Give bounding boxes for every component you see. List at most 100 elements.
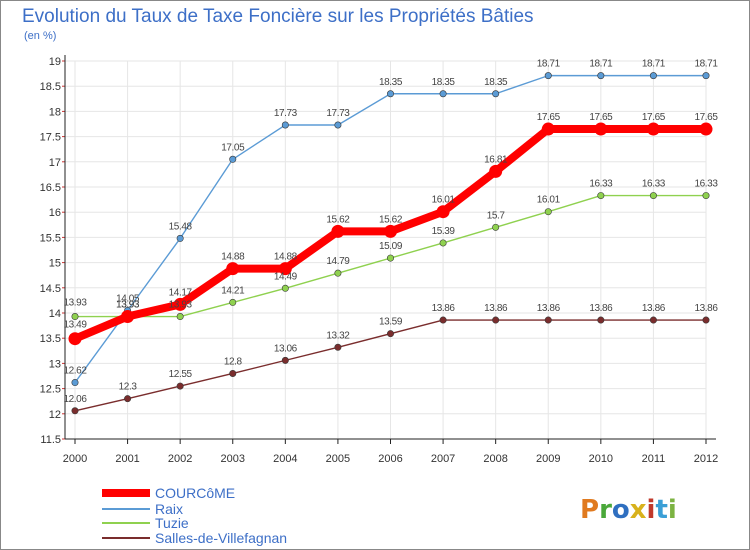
data-label: 17.73: [326, 108, 350, 119]
data-point: [176, 234, 184, 242]
data-point: [226, 262, 240, 276]
y-tick-label: 12.5: [40, 384, 61, 396]
y-tick-label: 12: [49, 409, 61, 421]
data-point: [384, 224, 397, 238]
legend-label: Raix: [155, 501, 183, 517]
data-label: 17.65: [589, 112, 613, 123]
x-tick-label: 2010: [589, 453, 613, 465]
data-label: 17.65: [694, 112, 718, 123]
data-label: 15.09: [379, 241, 403, 252]
data-label: 14.17: [169, 287, 193, 298]
data-label: 16.33: [589, 179, 613, 190]
data-label: 12.3: [119, 382, 138, 393]
data-point: [702, 72, 710, 80]
data-point: [386, 254, 394, 262]
chart-unit-label: (en %): [24, 30, 56, 42]
data-point: [229, 155, 237, 163]
y-tick-label: 19: [49, 56, 61, 68]
series-1: [71, 72, 710, 387]
legend-label: Salles-de-Villefagnan: [155, 530, 287, 546]
data-point: [439, 90, 447, 98]
brand-letter: r: [599, 495, 612, 525]
data-point: [646, 122, 660, 136]
series-3: [71, 316, 710, 415]
brand-logo: Proxiti: [580, 495, 677, 525]
brand-letter: o: [612, 495, 630, 525]
data-point: [492, 316, 500, 324]
data-label: 15.62: [379, 214, 403, 225]
y-tick-label: 14.5: [40, 283, 61, 295]
data-point: [173, 297, 187, 311]
data-label: 13.49: [63, 320, 87, 331]
data-label: 12.8: [224, 356, 243, 367]
data-point: [649, 192, 657, 200]
data-label: 18.71: [537, 59, 561, 70]
data-point: [544, 72, 552, 80]
data-label: 18.35: [379, 77, 403, 88]
data-label: 13.93: [116, 300, 140, 311]
data-label: 16.01: [537, 195, 561, 206]
data-point: [544, 316, 552, 324]
x-tick-label: 2008: [483, 453, 507, 465]
series-layer: [68, 72, 713, 415]
data-label: 13.93: [169, 300, 193, 311]
data-point: [334, 269, 342, 277]
data-label: 13.86: [589, 303, 613, 314]
data-point: [386, 90, 394, 98]
x-tick-label: 2006: [378, 453, 402, 465]
data-point: [71, 313, 79, 321]
data-label: 16.01: [432, 195, 456, 206]
data-label: 13.86: [432, 303, 456, 314]
data-point: [439, 239, 447, 247]
data-point: [176, 382, 184, 390]
data-label: 17.65: [642, 112, 666, 123]
data-point: [334, 121, 342, 129]
data-label: 14.21: [221, 285, 245, 296]
data-label: 12.06: [63, 394, 87, 405]
grid-layer: [65, 60, 707, 440]
y-tick-label: 13.5: [40, 333, 61, 345]
data-point: [281, 284, 289, 292]
data-point: [121, 310, 135, 324]
data-point: [597, 72, 605, 80]
data-point: [278, 262, 292, 276]
x-tick-label: 2004: [273, 453, 297, 465]
data-point: [702, 192, 710, 200]
data-point: [492, 90, 500, 98]
x-tick-label: 2003: [221, 453, 245, 465]
data-label: 18.71: [642, 59, 666, 70]
data-label: 13.86: [694, 303, 718, 314]
data-label: 13.93: [116, 300, 140, 311]
data-point: [68, 332, 82, 346]
legend-label: COURCôME: [155, 485, 235, 501]
data-label: 14.88: [221, 252, 245, 263]
data-point: [541, 122, 555, 136]
data-label: 16.33: [642, 179, 666, 190]
data-label-layer: 13.49 13.93 14.17 14.88 14.88 15.62 15.62 16.01…: [63, 59, 718, 405]
data-point: [439, 316, 447, 324]
data-label: 15.48: [169, 221, 193, 232]
y-tick-label: 17: [49, 157, 61, 169]
series-0: [68, 122, 713, 346]
data-point: [489, 164, 503, 178]
data-label: 13.86: [537, 303, 561, 314]
data-point: [281, 356, 289, 364]
data-point: [597, 192, 605, 200]
data-point: [281, 121, 289, 129]
y-tick-label: 16: [49, 207, 61, 219]
data-label: 13.32: [326, 330, 350, 341]
data-label: 14.05: [116, 293, 140, 304]
data-label: 13.06: [274, 343, 298, 354]
data-point: [492, 223, 500, 231]
data-label: 17.73: [274, 108, 298, 119]
data-label: 12.55: [169, 369, 193, 380]
data-label: 18.35: [432, 77, 456, 88]
data-point: [71, 379, 79, 387]
x-tick-label: 2000: [63, 453, 87, 465]
data-label: 15.7: [487, 210, 506, 221]
data-label: 14.88: [274, 252, 298, 263]
y-tick-label: 16.5: [40, 182, 61, 194]
data-label: 13.86: [484, 303, 508, 314]
